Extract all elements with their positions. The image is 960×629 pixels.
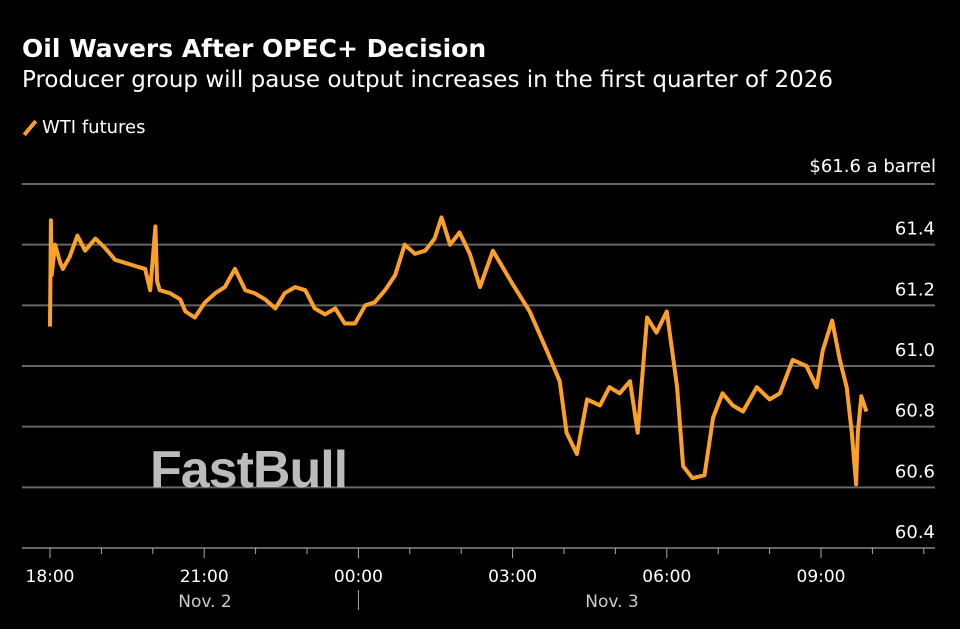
watermark-logo: FastBull	[150, 441, 348, 499]
series-line-wti-futures	[48, 215, 869, 487]
y-unit-label: $61.6 a barrel	[809, 156, 936, 177]
date-label: Nov. 2	[178, 592, 231, 612]
y-tick-label: 61.2	[895, 279, 935, 300]
y-tick-label: 60.8	[895, 401, 935, 422]
y-tick-label: 61.0	[895, 340, 935, 361]
date-label: Nov. 3	[585, 592, 638, 612]
legend-label: WTI futures	[42, 117, 146, 138]
x-tick-label: 00:00	[334, 567, 383, 587]
chart-title: Oil Wavers After OPEC+ Decision	[22, 34, 487, 63]
y-tick-label: 60.4	[895, 522, 935, 543]
x-tick-label: 09:00	[797, 567, 846, 587]
x-tick-label: 18:00	[26, 567, 75, 587]
x-tick-label: 03:00	[488, 567, 537, 587]
y-tick-label: 60.6	[895, 461, 935, 482]
legend: WTI futures	[22, 117, 146, 138]
x-tick-label: 06:00	[642, 567, 691, 587]
x-tick-label: 21:00	[180, 567, 229, 587]
chart-subtitle: Producer group will pause output increas…	[22, 67, 834, 93]
y-tick-label: 61.4	[895, 219, 935, 240]
